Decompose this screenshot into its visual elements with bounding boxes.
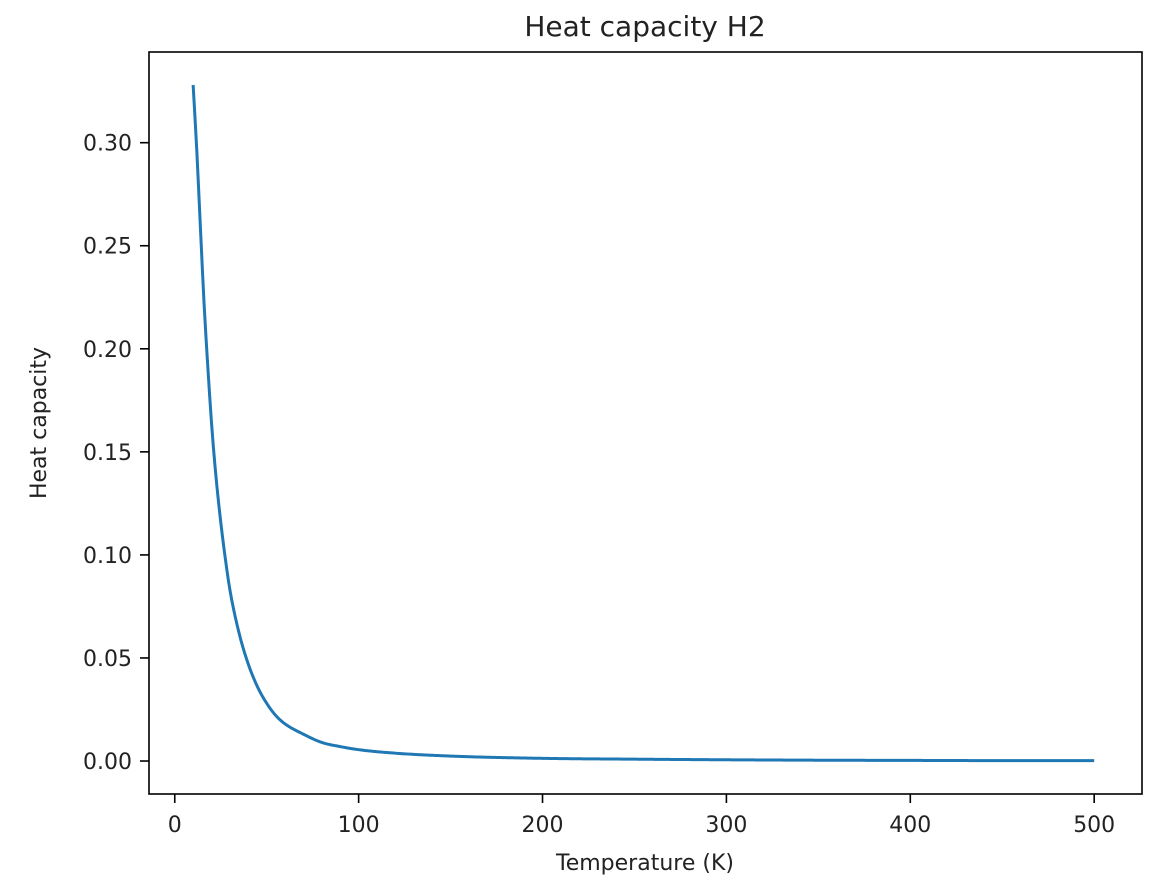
x-axis-label: Temperature (K): [555, 851, 734, 876]
y-tick-label: 0.15: [83, 441, 132, 466]
plot-area: [148, 51, 1143, 795]
x-tick-label: 400: [889, 813, 931, 838]
y-tick-label: 0.05: [83, 647, 132, 672]
line-series: [191, 84, 1095, 763]
chart-title: Heat capacity H2: [524, 10, 765, 43]
x-tick-label: 0: [168, 813, 182, 838]
x-tick-label: 300: [705, 813, 747, 838]
y-axis-label: Heat capacity: [27, 347, 52, 499]
y-tick-label: 0.10: [83, 544, 132, 569]
y-tick-label: 0.30: [83, 132, 132, 157]
x-tick-label: 200: [522, 813, 564, 838]
y-tick-label: 0.20: [83, 338, 132, 363]
y-tick-label: 0.25: [83, 235, 132, 260]
axes-frame: [148, 51, 1143, 795]
y-axis: 0.00 0.05 0.10 0.15 0.20 0.25 0.30: [83, 132, 149, 775]
y-tick-label: 0.00: [83, 750, 132, 775]
x-tick-label: 500: [1073, 813, 1115, 838]
x-tick-label: 100: [338, 813, 380, 838]
x-axis: 0 100 200 300 400 500: [168, 794, 1115, 838]
